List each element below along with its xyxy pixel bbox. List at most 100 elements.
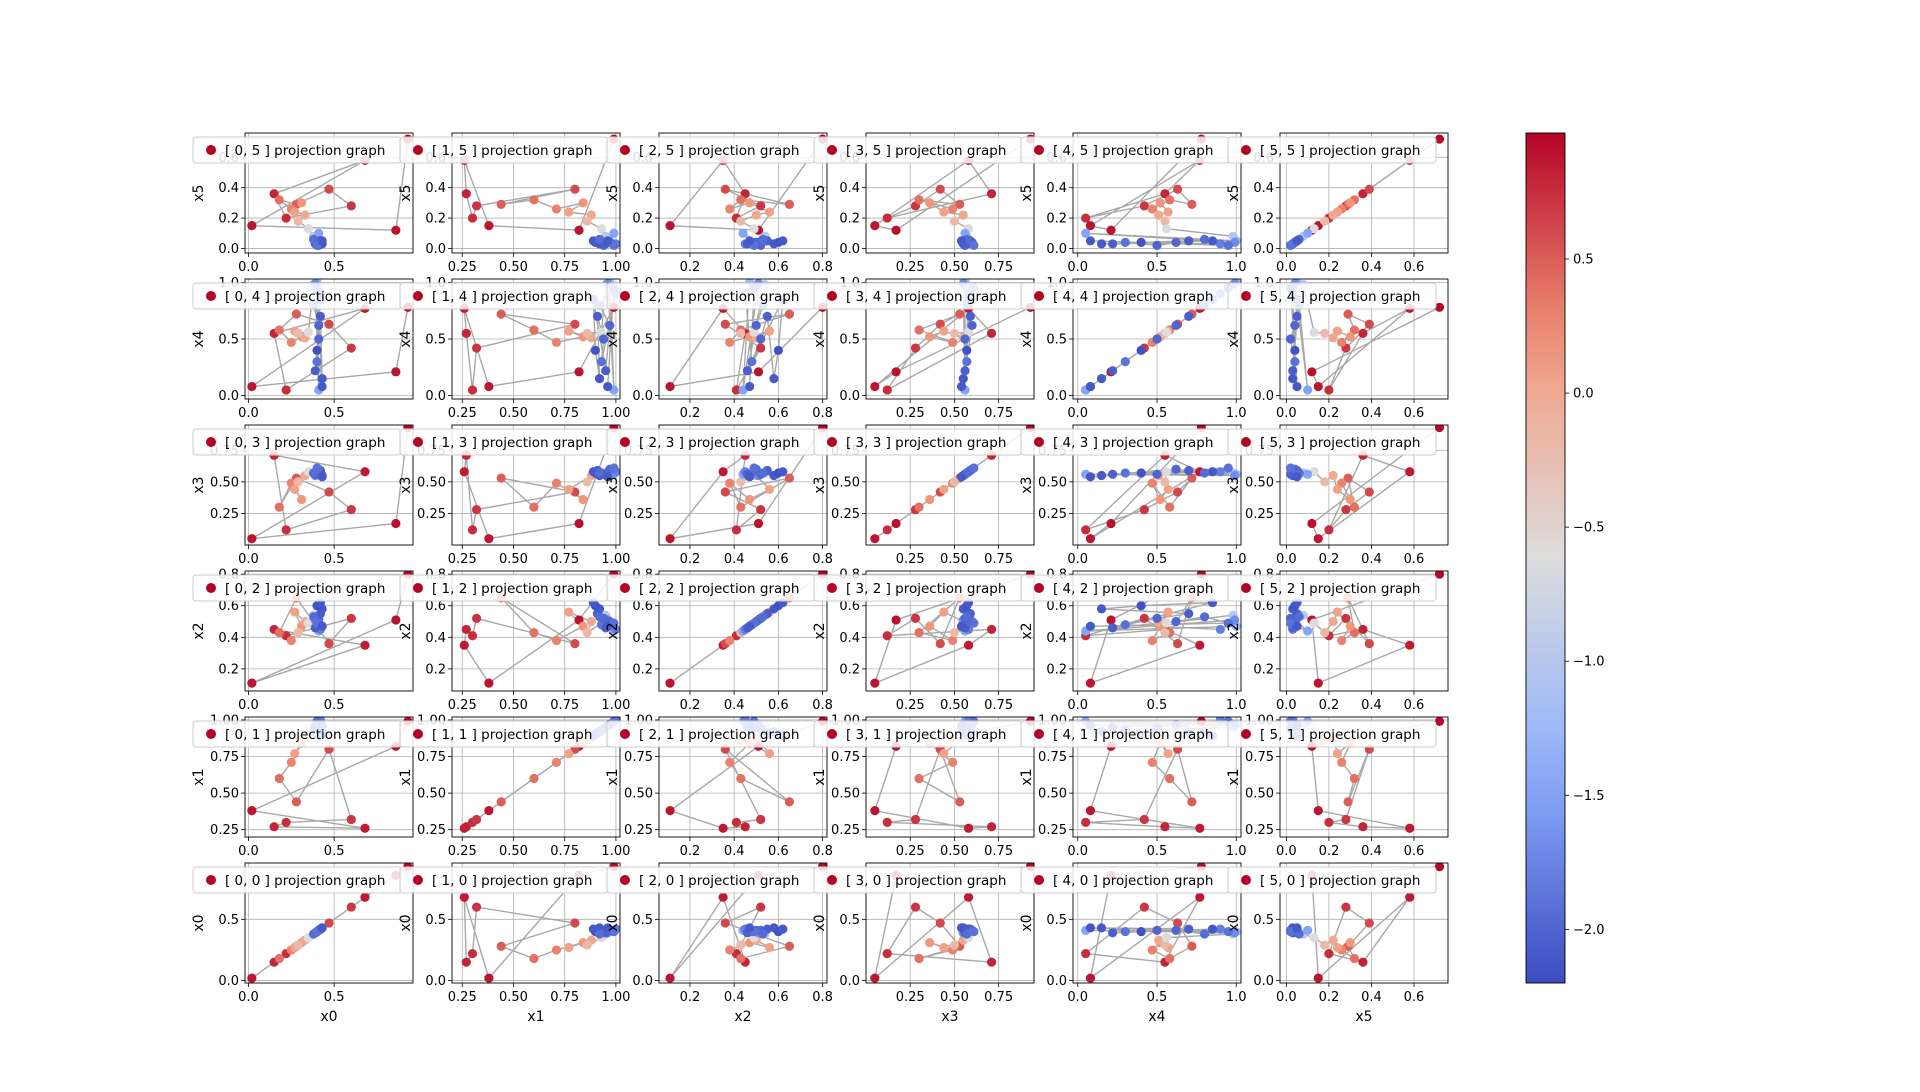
x-tick-label: 0.4	[1361, 260, 1382, 275]
data-point	[346, 613, 356, 623]
data-point	[1364, 918, 1374, 928]
data-point	[324, 918, 334, 928]
y-tick-label: 0.4	[425, 631, 446, 646]
data-point	[1230, 470, 1240, 481]
data-point	[312, 345, 322, 355]
data-point	[1364, 184, 1374, 194]
plot-area	[665, 134, 827, 251]
x-tick-label: 0.2	[680, 406, 701, 421]
y-tick-label: 0.0	[839, 389, 860, 404]
data-point	[459, 892, 469, 902]
axes-frame	[1279, 278, 1449, 400]
y-tick-label: 0.25	[1245, 507, 1274, 522]
data-point	[582, 477, 592, 487]
data-point	[1328, 333, 1338, 343]
data-point	[296, 494, 307, 505]
data-point	[459, 640, 469, 650]
data-point	[756, 505, 766, 515]
axes-frame	[658, 716, 828, 838]
data-point	[609, 463, 619, 473]
x-axis-label: x3	[941, 1009, 958, 1025]
legend-label: [ 0, 2 ] projection graph	[225, 581, 385, 597]
x-tick-label: 0.6	[768, 698, 789, 713]
data-point	[1292, 923, 1302, 933]
subplot-4-0: 0.0 0.5 1.0 0.0 0.5 x0 x4 [ 4, 0 ] projection g…	[1019, 862, 1247, 1025]
data-point	[962, 929, 972, 939]
data-point	[935, 639, 945, 649]
data-point	[1160, 216, 1170, 226]
data-point	[1215, 239, 1225, 249]
data-point	[471, 505, 482, 515]
data-point	[1184, 236, 1194, 246]
data-point	[291, 309, 302, 319]
legend-box	[1227, 720, 1437, 748]
data-point	[1187, 473, 1197, 483]
plot-area	[1081, 571, 1241, 688]
y-tick-label: 0.4	[218, 631, 239, 646]
data-point	[745, 923, 755, 933]
data-point	[1085, 806, 1096, 816]
y-axis-label: x1	[1019, 768, 1035, 785]
data-point	[578, 198, 588, 208]
y-tick-label: 0.6	[1046, 599, 1067, 614]
plot-area	[459, 134, 620, 251]
x-tick-label: 0.0	[238, 552, 259, 567]
x-tick-label: 0.4	[724, 844, 745, 859]
plot-area	[247, 425, 413, 544]
plot-area	[1081, 425, 1241, 544]
legend-label: [ 5, 5 ] projection graph	[1260, 143, 1420, 159]
data-point	[471, 902, 482, 912]
axes-frame	[244, 570, 414, 692]
data-point	[1096, 374, 1107, 384]
y-tick-label: 0.4	[425, 181, 446, 196]
x-tick-label: 0.25	[896, 698, 925, 713]
x-tick-label: 0.25	[448, 990, 477, 1005]
x-tick-label: 0.5	[324, 698, 345, 713]
data-point	[736, 940, 746, 950]
data-point	[596, 357, 607, 367]
data-point	[962, 357, 972, 367]
x-tick-label: 0.75	[984, 990, 1013, 1005]
data-point	[882, 213, 892, 223]
x-tick-label: 1.0	[1226, 406, 1247, 421]
data-point	[317, 374, 327, 384]
data-point	[745, 494, 755, 505]
x-tick-label: 0.8	[812, 698, 833, 713]
data-point	[603, 472, 613, 482]
data-point	[312, 357, 322, 367]
data-point	[749, 463, 759, 473]
data-point	[956, 236, 967, 246]
data-point	[891, 518, 901, 529]
legend-marker	[620, 291, 630, 301]
data-point	[1161, 327, 1172, 337]
data-point	[1290, 320, 1300, 331]
y-tick-label: 0.25	[1245, 823, 1274, 838]
subplot-1-0: 0.25 0.50 0.75 1.00 0.0 0.5 x0 x1 [ 1, 0 ] proje…	[398, 862, 630, 1025]
data-point	[778, 467, 788, 477]
subplot-5-2: 0.00.20.40.60.20.40.60.8x2[ 5, 2 ] proje…	[1226, 568, 1449, 713]
data-point	[594, 929, 605, 939]
x-tick-label: 0.6	[768, 406, 789, 421]
subplot-2-3: 0.20.40.60.80.250.500.75x3[ 2, 3 ] proje…	[605, 424, 833, 567]
data-point	[1292, 472, 1302, 482]
y-tick-label: 0.75	[210, 750, 239, 765]
data-point	[496, 473, 506, 483]
data-point	[1207, 236, 1218, 246]
axes-frame	[451, 424, 621, 546]
x-tick-label: 1.0	[1226, 844, 1247, 859]
y-tick-label: 0.2	[218, 212, 239, 227]
x-tick-label: 0.0	[1067, 552, 1088, 567]
x-tick-label: 0.50	[499, 552, 528, 567]
subplot-1-3: 0.250.500.751.000.250.500.75x3[ 1, 3 ] p…	[398, 424, 630, 567]
data-point	[870, 221, 880, 231]
data-point	[742, 366, 753, 376]
x-tick-label: 0.0	[1276, 552, 1297, 567]
y-axis-label: x3	[398, 476, 414, 493]
subplot-2-0: 0.2 0.4 0.6 0.8 0.0 0.5 x0 x2 [ 2, 0 ] projectio…	[605, 862, 833, 1025]
data-point	[391, 615, 401, 625]
subplot-4-1: 0.00.51.00.250.500.751.00x1[ 4, 1 ] proj…	[1019, 713, 1247, 859]
x-tick-label: 0.75	[550, 406, 579, 421]
legend-label: [ 5, 0 ] projection graph	[1260, 873, 1420, 889]
legend-marker	[620, 875, 630, 885]
data-point	[963, 892, 974, 902]
